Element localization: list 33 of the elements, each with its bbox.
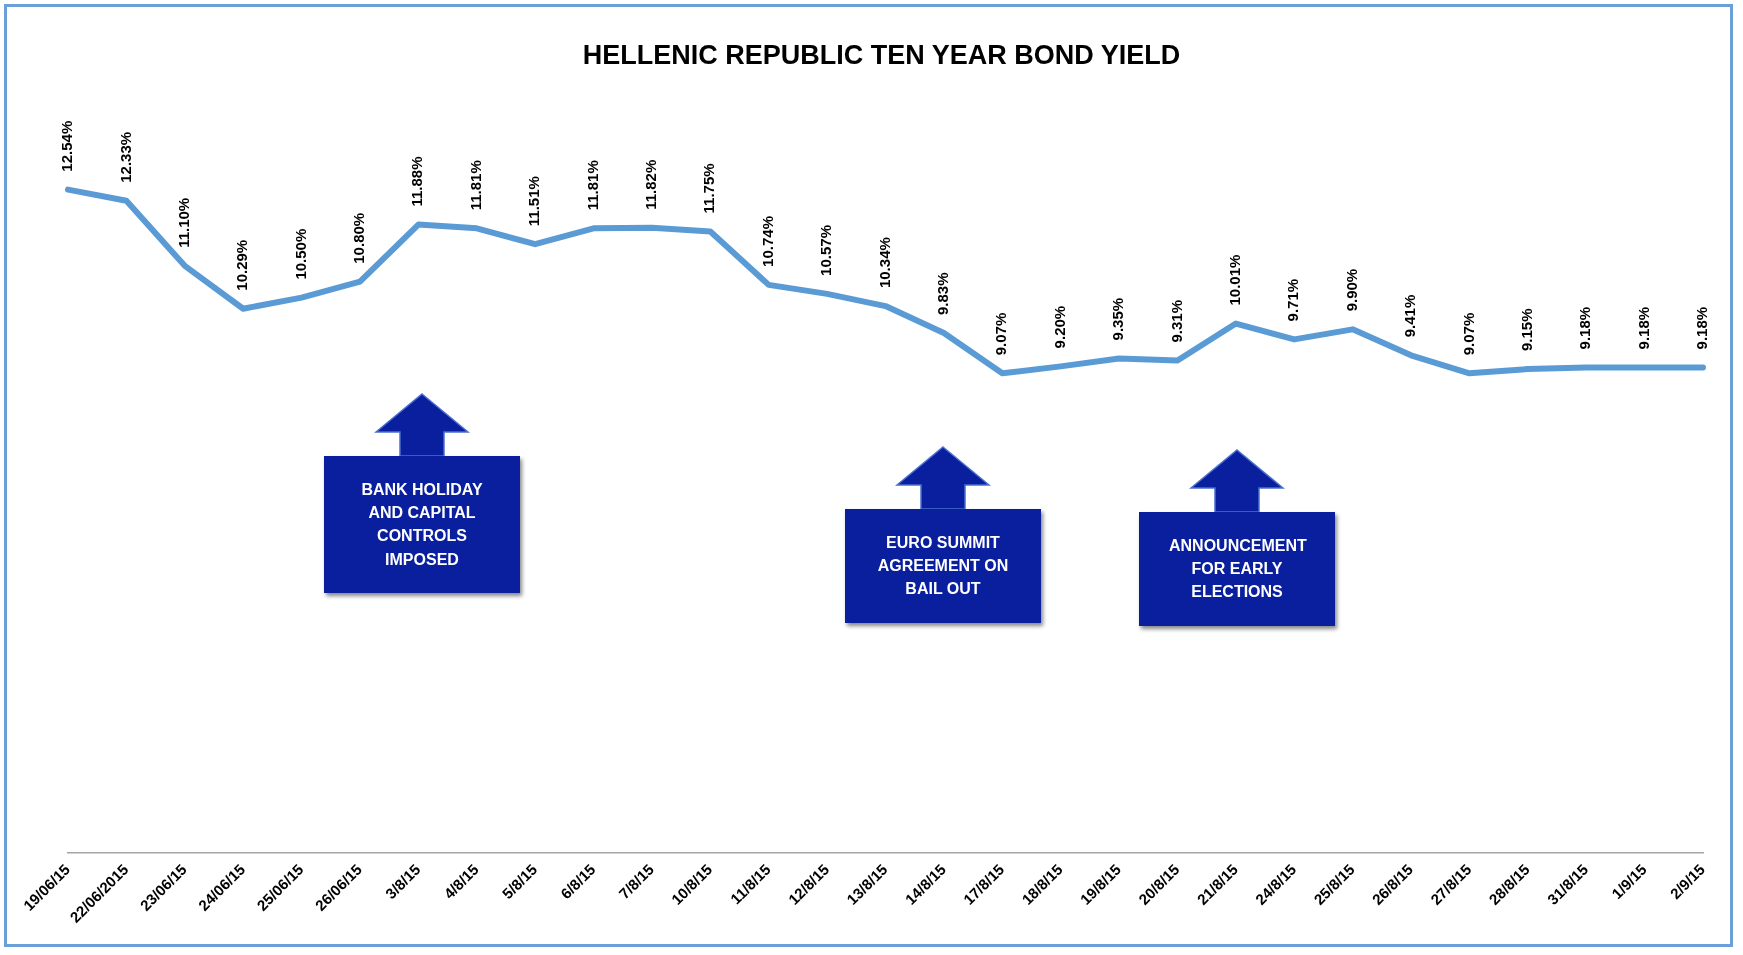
data-label: 9.71% bbox=[1284, 278, 1302, 322]
text: ANNOUNCEMENT FOR EARLY ELECTIONS bbox=[1139, 512, 1335, 626]
data-label: 11.51% bbox=[525, 176, 543, 227]
data-label: 9.18% bbox=[1693, 306, 1711, 350]
data-label: 11.82% bbox=[642, 159, 660, 210]
data-label: 9.20% bbox=[1050, 305, 1068, 349]
data-label: 10.80% bbox=[350, 212, 368, 264]
chart-title: HELLENIC REPUBLIC TEN YEAR BOND YIELD bbox=[582, 39, 1181, 70]
data-label: 11.75% bbox=[700, 163, 718, 214]
data-label: 9.18% bbox=[1576, 306, 1594, 350]
data-label: 10.01% bbox=[1226, 254, 1243, 306]
data-label: 11.81% bbox=[583, 160, 601, 211]
data-label: 11.88% bbox=[408, 156, 426, 207]
data-label: 9.83% bbox=[934, 272, 952, 316]
data-label: 10.29% bbox=[233, 239, 251, 291]
data-label: 9.35% bbox=[1109, 297, 1127, 341]
data-label: 9.31% bbox=[1167, 300, 1185, 343]
data-label: 9.41% bbox=[1401, 294, 1419, 338]
data-label: 9.18% bbox=[1634, 306, 1652, 350]
data-label: 9.07% bbox=[1459, 312, 1477, 356]
text: EURO SUMMIT AGREEMENT ON BAIL OUT bbox=[845, 509, 1041, 623]
data-label: 11.10% bbox=[174, 197, 192, 248]
data-label: 10.74% bbox=[758, 216, 776, 267]
data-label: 9.90% bbox=[1342, 268, 1360, 312]
data-label: 12.54% bbox=[58, 120, 76, 172]
data-label: 12.33% bbox=[116, 131, 134, 183]
data-label: 9.07% bbox=[992, 312, 1010, 356]
data-label: 10.50% bbox=[291, 228, 309, 280]
text: BANK HOLIDAY AND CAPITAL CONTROLS IMPOSED bbox=[324, 456, 520, 593]
data-label: 10.57% bbox=[817, 225, 835, 276]
data-label: 11.81% bbox=[466, 160, 484, 211]
data-label: 10.34% bbox=[875, 237, 893, 289]
data-label: 9.15% bbox=[1517, 308, 1535, 352]
